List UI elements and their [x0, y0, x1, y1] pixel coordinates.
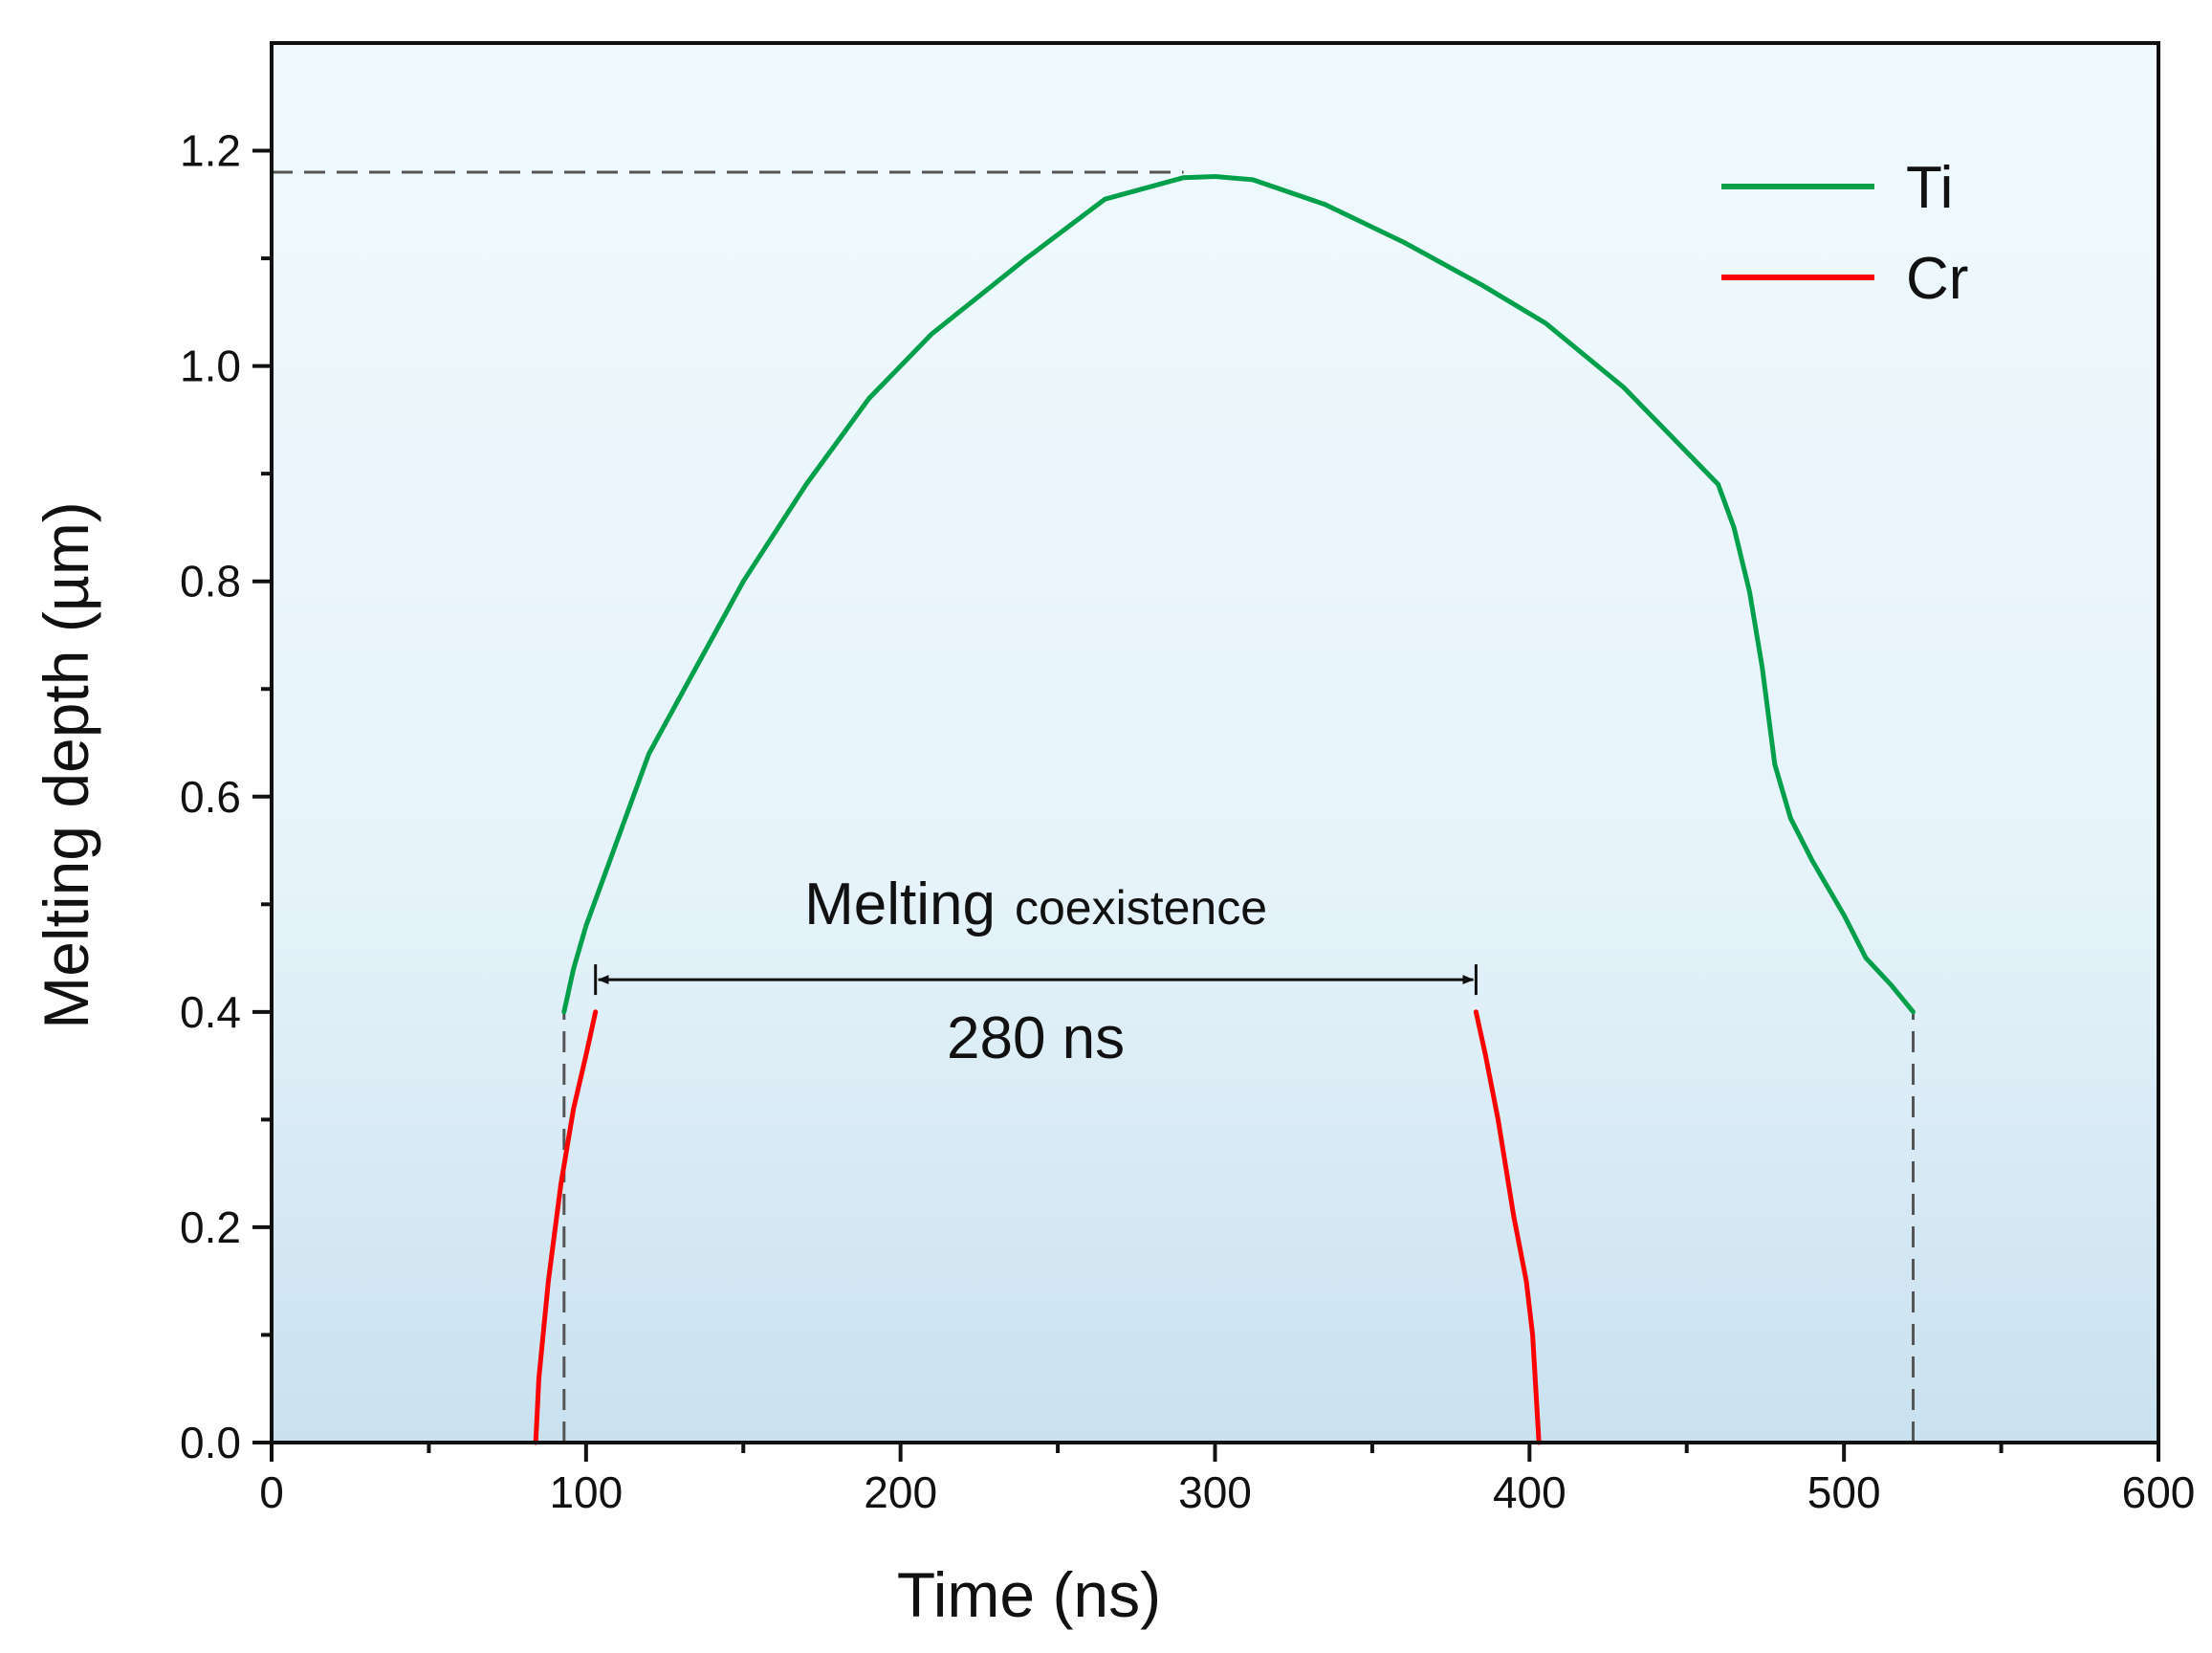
y-tick-label: 0.6	[180, 772, 241, 822]
coexistence-label: Melting coexistence	[804, 871, 1267, 937]
legend-label-cr: Cr	[1906, 246, 1968, 312]
x-tick-label: 100	[549, 1467, 623, 1517]
coexistence-label-main: Melting	[804, 871, 996, 937]
x-tick-label: 600	[2122, 1467, 2196, 1517]
series-line-cr-segment-2	[1473, 1009, 1542, 1445]
series-layer	[533, 174, 1916, 1445]
y-tick-label: 0.0	[180, 1418, 241, 1467]
reference-lines	[272, 170, 1916, 1443]
annotation-layer: Melting coexistence 280 ns	[594, 871, 1478, 1071]
series-line-cr-segment-1	[533, 1009, 599, 1445]
x-tick-label: 0	[259, 1467, 284, 1517]
ticks-layer: 0 100 200 300 400 500 600 0.0 0.2 0.4 0.6 0.8 1.0 1.2	[180, 126, 2195, 1517]
y-tick-label: 1.2	[180, 126, 241, 176]
coexistence-label-sub: coexistence	[1015, 881, 1267, 935]
x-tick-label: 500	[1807, 1467, 1881, 1517]
series-line-ti	[561, 174, 1916, 1015]
legend: Ti Cr	[1721, 155, 1968, 312]
coexistence-duration: 280 ns	[947, 1005, 1125, 1071]
x-tick-label: 400	[1493, 1467, 1566, 1517]
x-axis-title: Time (ns)	[897, 1559, 1161, 1630]
y-tick-label: 0.8	[180, 557, 241, 606]
y-tick-label: 1.0	[180, 342, 241, 391]
y-tick-label: 0.2	[180, 1202, 241, 1252]
x-tick-label: 200	[864, 1467, 937, 1517]
legend-label-ti: Ti	[1906, 155, 1953, 221]
y-tick-label: 0.4	[180, 987, 241, 1037]
y-axis-title: Melting depth (µm)	[31, 501, 101, 1029]
x-tick-label: 300	[1178, 1467, 1252, 1517]
